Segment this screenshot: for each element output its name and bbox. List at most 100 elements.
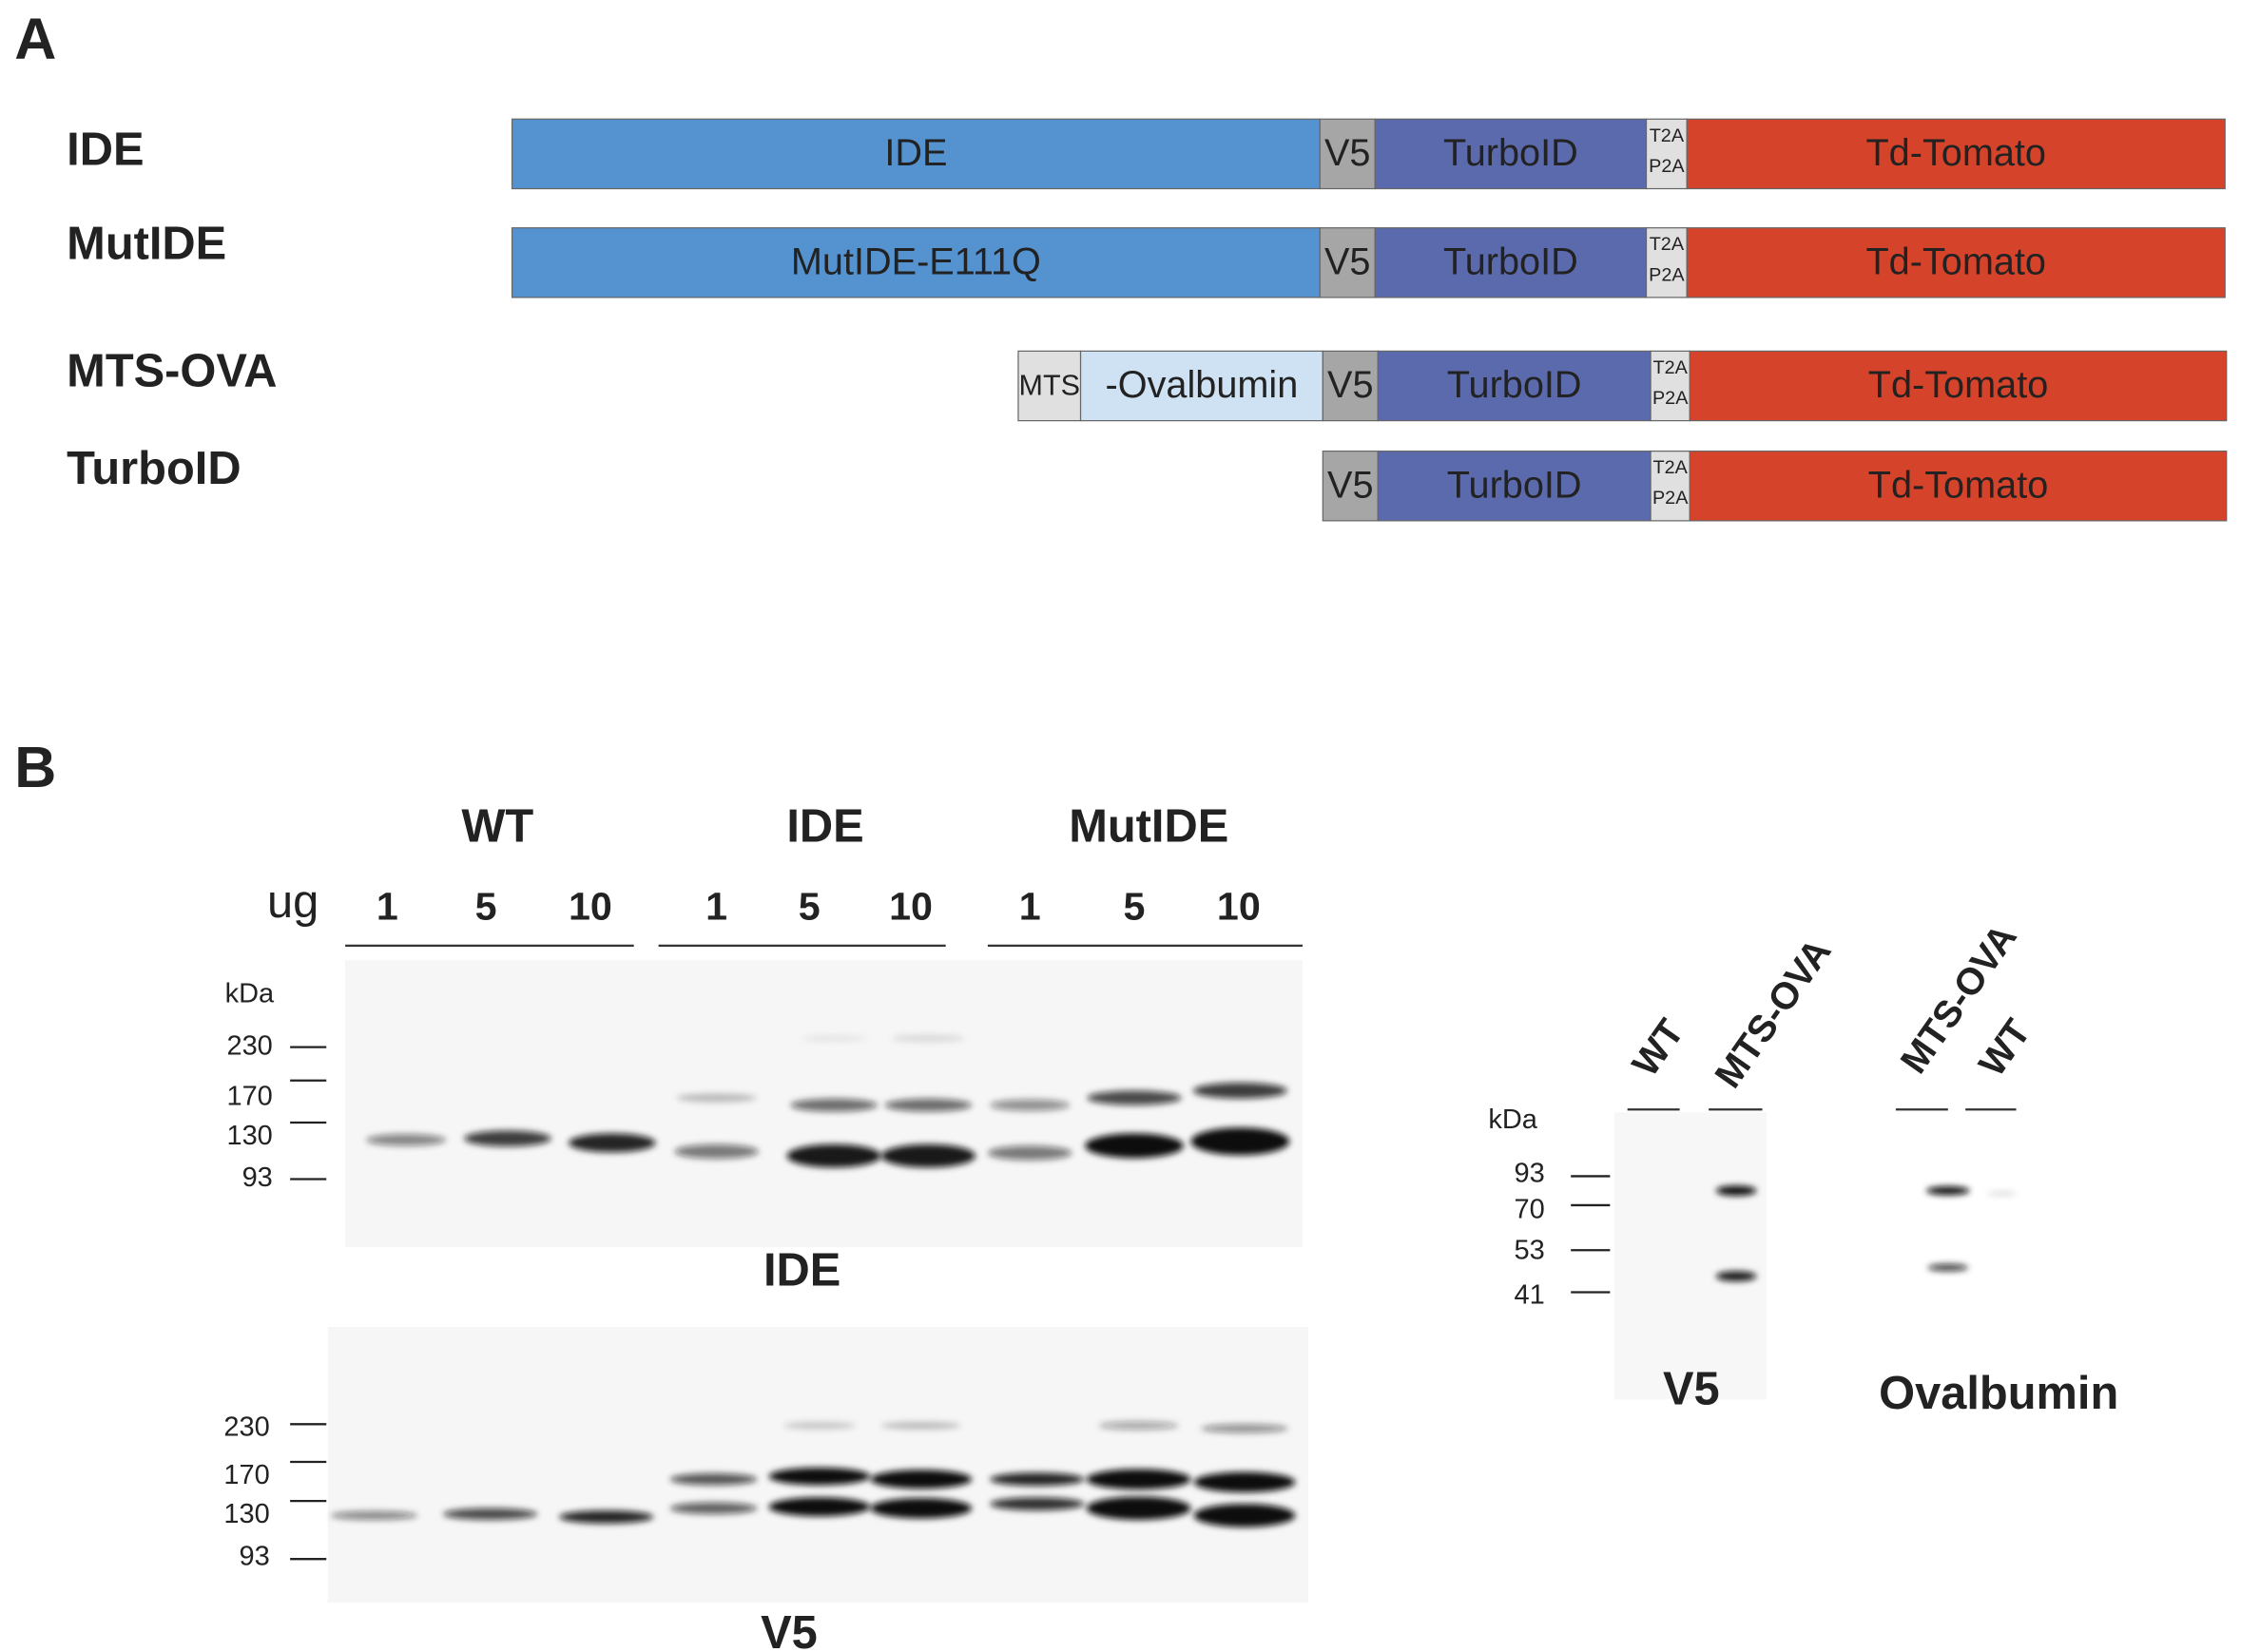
marker-label: 41 <box>1514 1280 1544 1311</box>
band <box>801 1035 867 1042</box>
segment-label: Td-Tomato <box>1865 132 2046 174</box>
segment-label: TurboID <box>1443 240 1578 282</box>
marker-label: 70 <box>1514 1195 1544 1225</box>
segment <box>1374 227 1648 298</box>
marker-label: 230 <box>223 1412 269 1443</box>
band <box>676 1093 757 1103</box>
band <box>669 1473 758 1486</box>
segment-label: MutIDE-E111Q <box>791 240 1041 282</box>
panel-label: B <box>14 735 56 799</box>
blot-caption: Ovalbumin <box>1879 1368 2118 1419</box>
blot-caption: V5 <box>761 1607 818 1652</box>
band <box>1190 1127 1290 1156</box>
band <box>1927 1263 1969 1272</box>
construct-name: IDE <box>67 124 144 175</box>
marker-label: 230 <box>226 1030 272 1061</box>
lane-label: 1 <box>377 885 398 929</box>
band <box>464 1130 551 1147</box>
band <box>790 1098 878 1112</box>
segment <box>1322 350 1379 422</box>
band <box>1193 1504 1296 1527</box>
segment <box>1377 350 1652 422</box>
band <box>870 1498 973 1519</box>
lane-label: 10 <box>569 885 612 929</box>
segment <box>1645 227 1688 298</box>
lane-label: WT <box>1971 1012 2038 1085</box>
construct-name: TurboID <box>67 443 241 494</box>
band <box>366 1134 447 1146</box>
band <box>1715 1185 1757 1197</box>
band <box>987 1145 1072 1161</box>
marker-label: 130 <box>226 1121 272 1151</box>
amount-label: ug <box>267 876 319 928</box>
band <box>559 1510 654 1524</box>
marker-label: 130 <box>223 1499 269 1529</box>
band <box>1192 1083 1287 1099</box>
band <box>880 1422 961 1430</box>
linker-label: T2A <box>1653 357 1689 378</box>
band <box>990 1472 1085 1487</box>
band <box>1193 1471 1296 1492</box>
band <box>1085 1133 1184 1159</box>
segment-label: Td-Tomato <box>1868 364 2049 406</box>
kda-label: kDa <box>225 978 275 1008</box>
linker-label: P2A <box>1652 488 1689 509</box>
segment-label: V5 <box>1327 364 1374 406</box>
segment-label: MTS <box>1019 370 1080 402</box>
marker-label: 93 <box>1514 1159 1544 1189</box>
segment-label: TurboID <box>1447 464 1582 506</box>
band <box>443 1508 538 1520</box>
band <box>1925 1186 1970 1196</box>
segment <box>511 118 1321 190</box>
segment-label: V5 <box>1327 464 1374 506</box>
band <box>990 1099 1071 1111</box>
band <box>768 1497 871 1517</box>
marker-label: 170 <box>223 1460 269 1490</box>
linker-label: P2A <box>1649 156 1685 177</box>
marker-label: 170 <box>226 1082 272 1112</box>
group-label: IDE <box>786 801 863 853</box>
segment <box>1322 451 1379 522</box>
band <box>1987 1191 2017 1197</box>
band <box>669 1502 758 1514</box>
segment <box>1374 118 1648 190</box>
segment-label: IDE <box>884 132 947 174</box>
segment-label: TurboID <box>1447 364 1582 406</box>
blot-caption: IDE <box>763 1245 840 1297</box>
band <box>990 1497 1085 1511</box>
linker-label: T2A <box>1650 125 1685 146</box>
lane-label: WT <box>1624 1012 1691 1085</box>
segment-label: Td-Tomato <box>1868 464 2049 506</box>
lane-label: 5 <box>475 885 497 929</box>
band <box>880 1143 976 1168</box>
lane-label: 5 <box>799 885 821 929</box>
marker-label: 53 <box>1514 1235 1544 1265</box>
blot <box>327 1327 1309 1603</box>
linker-label: P2A <box>1652 388 1689 409</box>
construct-name: MutIDE <box>67 218 226 269</box>
band <box>786 1143 881 1168</box>
blot <box>1613 1112 1768 1400</box>
band <box>330 1510 418 1520</box>
lane-label: 10 <box>1217 885 1261 929</box>
band <box>1086 1469 1191 1489</box>
linker-label: T2A <box>1653 457 1689 478</box>
blot-caption: V5 <box>1663 1364 1720 1415</box>
segment-label: TurboID <box>1443 132 1578 174</box>
kda-label: kDa <box>1488 1105 1537 1135</box>
segment <box>511 227 1321 298</box>
group-label: MutIDE <box>1069 801 1228 853</box>
segment <box>1686 227 2226 298</box>
band <box>1087 1090 1182 1105</box>
segment <box>1650 451 1690 522</box>
lane-label: MTS-OVA <box>1707 932 1839 1096</box>
segment-label: V5 <box>1324 132 1371 174</box>
panel-label: A <box>14 7 56 71</box>
band <box>674 1143 759 1160</box>
group-label: WT <box>461 801 533 853</box>
segment <box>1689 451 2228 522</box>
band <box>768 1468 871 1486</box>
lane-label: 10 <box>889 885 933 929</box>
